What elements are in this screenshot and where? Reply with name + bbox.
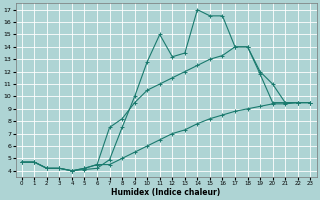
X-axis label: Humidex (Indice chaleur): Humidex (Indice chaleur)	[111, 188, 221, 197]
